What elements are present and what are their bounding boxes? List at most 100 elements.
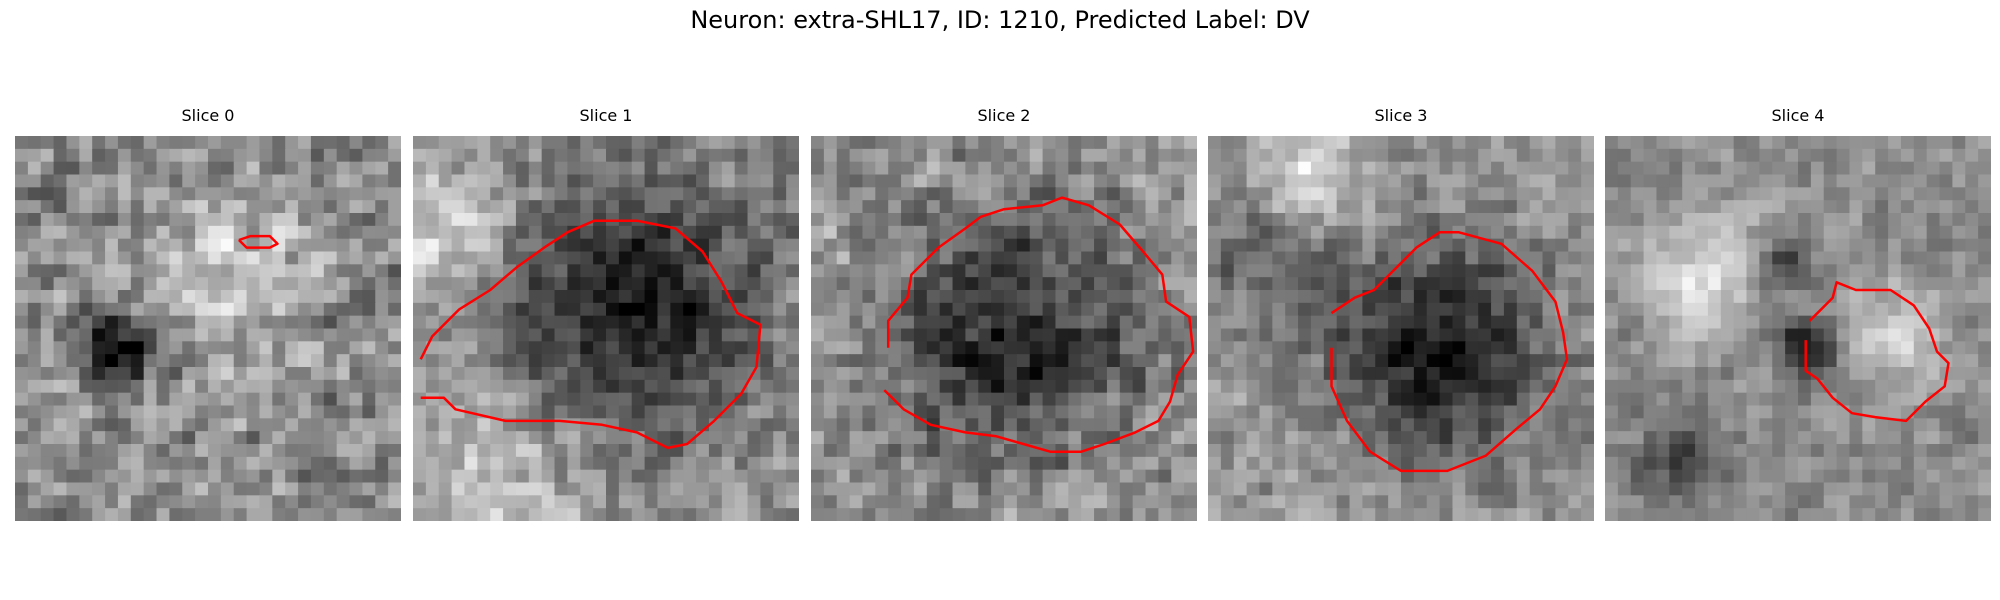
pixel (1823, 418, 1838, 432)
pixel (606, 456, 620, 471)
pixel (1106, 469, 1121, 484)
pixel (836, 302, 851, 317)
pixel (1669, 418, 1683, 432)
pixel (721, 251, 736, 265)
pixel (618, 302, 633, 317)
pixel (1669, 444, 1683, 458)
pixel (1656, 264, 1670, 278)
pixel (375, 251, 389, 265)
pixel (1630, 148, 1645, 163)
pixel (1106, 148, 1121, 163)
pixel (1913, 367, 1928, 381)
pixel (336, 469, 351, 484)
pixel (593, 379, 607, 394)
pixel (631, 264, 646, 278)
pixel (1272, 225, 1286, 240)
pixel (1220, 495, 1235, 509)
pixel (1388, 264, 1402, 278)
pixel (670, 251, 684, 265)
pixel (939, 444, 954, 458)
pixel (875, 431, 889, 445)
pixel (425, 405, 440, 419)
pixel (1605, 213, 1619, 227)
pixel (1862, 444, 1876, 458)
pixel (1349, 456, 1363, 471)
pixel (901, 392, 915, 407)
pixel (593, 290, 607, 304)
pixel (1029, 354, 1044, 368)
pixel (1259, 392, 1273, 407)
pixel (1246, 187, 1261, 201)
pixel (438, 508, 453, 521)
pixel (1836, 225, 1851, 240)
pixel (1298, 431, 1312, 445)
pixel (1285, 136, 1299, 150)
pixel (721, 367, 736, 381)
pixel (1630, 482, 1645, 496)
pixel (1733, 367, 1748, 381)
pixel (1542, 341, 1556, 355)
pixel (15, 315, 29, 330)
pixel (1965, 200, 1979, 214)
pixel (1029, 302, 1044, 317)
pixel (849, 200, 864, 214)
pixel (1746, 431, 1760, 445)
pixel (1785, 405, 1799, 419)
pixel (1785, 469, 1799, 484)
pixel (580, 341, 594, 355)
pixel (1965, 431, 1979, 445)
pixel (1913, 161, 1928, 176)
pixel (233, 315, 248, 330)
pixel (1630, 392, 1645, 407)
pixel (1746, 225, 1760, 240)
pixel (1336, 508, 1351, 521)
pixel (1323, 200, 1338, 214)
pixel (515, 277, 530, 291)
pixel (606, 290, 620, 304)
pixel (1171, 148, 1185, 163)
pixel (92, 302, 106, 317)
pixel (1349, 302, 1363, 317)
pixel (1298, 315, 1312, 330)
pixel (1285, 392, 1299, 407)
pixel (1401, 174, 1415, 188)
pixel (490, 495, 504, 509)
pixel (1310, 354, 1325, 368)
pixel (310, 508, 325, 521)
pixel (464, 213, 478, 227)
pixel (901, 418, 915, 432)
pixel (734, 161, 749, 176)
pixel (991, 469, 1005, 484)
pixel (1605, 200, 1619, 214)
pixel (310, 431, 325, 445)
pixel (836, 456, 851, 471)
pixel (233, 290, 248, 304)
pixel (1823, 495, 1838, 509)
pixel (683, 148, 697, 163)
pixel (1184, 187, 1197, 201)
pixel (644, 251, 659, 265)
pixel (1707, 161, 1722, 176)
pixel (670, 482, 684, 496)
pixel (1707, 418, 1722, 432)
pixel (1081, 341, 1095, 355)
pixel (528, 444, 543, 458)
pixel (15, 187, 29, 201)
pixel (1478, 225, 1492, 240)
pixel (1617, 367, 1632, 381)
pixel (1503, 431, 1518, 445)
pixel (1720, 418, 1735, 432)
pixel (1220, 187, 1235, 201)
pixel (1184, 367, 1197, 381)
pixel (1733, 174, 1748, 188)
pixel (1478, 238, 1492, 253)
pixel (554, 302, 568, 317)
pixel (1413, 302, 1428, 317)
pixel (811, 456, 825, 471)
pixel (1029, 508, 1044, 521)
pixel (952, 136, 966, 150)
pixel (696, 161, 710, 176)
pixel (696, 469, 710, 484)
pixel (1145, 495, 1159, 509)
pixel (143, 431, 158, 445)
